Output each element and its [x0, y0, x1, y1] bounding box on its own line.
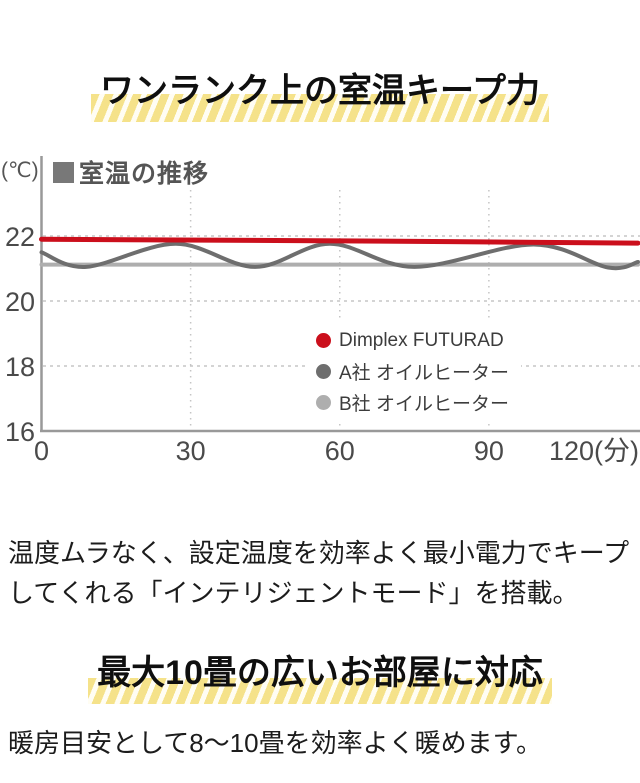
y-tick-label: 22: [5, 222, 35, 252]
legend-label: Dimplex FUTURAD: [339, 329, 504, 351]
x-tick-label: 0: [34, 436, 49, 466]
x-tick-label: 90: [474, 436, 504, 466]
legend-item: A社 オイルヒーター: [316, 356, 509, 387]
legend-label: A社 オイルヒーター: [339, 363, 509, 384]
legend-bullet-icon: [316, 395, 331, 410]
chart-svg: 22 20 18 160 30 60 90 120(分): [5, 156, 640, 466]
description-paragraph: 温度ムラなく、設定温度を効率よく最小電力でキープ してくれる「インテリジェントモ…: [8, 533, 632, 613]
description-line-2: してくれる「インテリジェントモード」を搭載。: [8, 578, 579, 608]
legend-item: Dimplex FUTURAD: [316, 325, 509, 356]
series-line: [39, 241, 640, 271]
chart-title: 室温の推移: [53, 154, 209, 190]
page-title: ワンランク上の室温キープ力: [0, 63, 640, 122]
section-title: 最大10畳の広いお部屋に対応: [0, 645, 640, 705]
x-tick-label: 30: [176, 436, 206, 466]
description-line-1: 温度ムラなく、設定温度を効率よく最小電力でキープ: [8, 538, 630, 568]
square-marker-icon: [53, 161, 74, 183]
legend-label: B社 オイルヒーター: [339, 394, 509, 415]
capacity-paragraph: 暖房目安として8〜10畳を効率よく暖めます。: [8, 728, 543, 758]
x-tick-label: 120(分): [549, 436, 639, 466]
y-axis-unit-label: (℃): [1, 159, 39, 182]
y-tick-label: 20: [5, 287, 35, 317]
legend-item: B社 オイルヒーター: [316, 387, 509, 418]
x-tick-label: 60: [325, 436, 355, 466]
page-title-highlight: ワンランク上の室温キープ力: [91, 63, 549, 122]
section-title-highlight: 最大10畳の広いお部屋に対応: [88, 645, 552, 705]
y-tick-label: 16: [5, 417, 35, 447]
chart-header: (℃) 室温の推移: [0, 154, 640, 188]
chart-title-text: 室温の推移: [79, 160, 210, 188]
y-tick-label: 18: [5, 352, 35, 382]
legend-bullet-icon: [316, 364, 331, 379]
legend-bullet-icon: [316, 333, 331, 348]
chart-legend: Dimplex FUTURAD A社 オイルヒーター B社 オイルヒーター: [308, 320, 521, 423]
temperature-chart: 22 20 18 16 0 30 60 90 120(分) (℃) 室温の推移 Dimplex …: [0, 148, 640, 478]
series-line: [39, 236, 640, 246]
